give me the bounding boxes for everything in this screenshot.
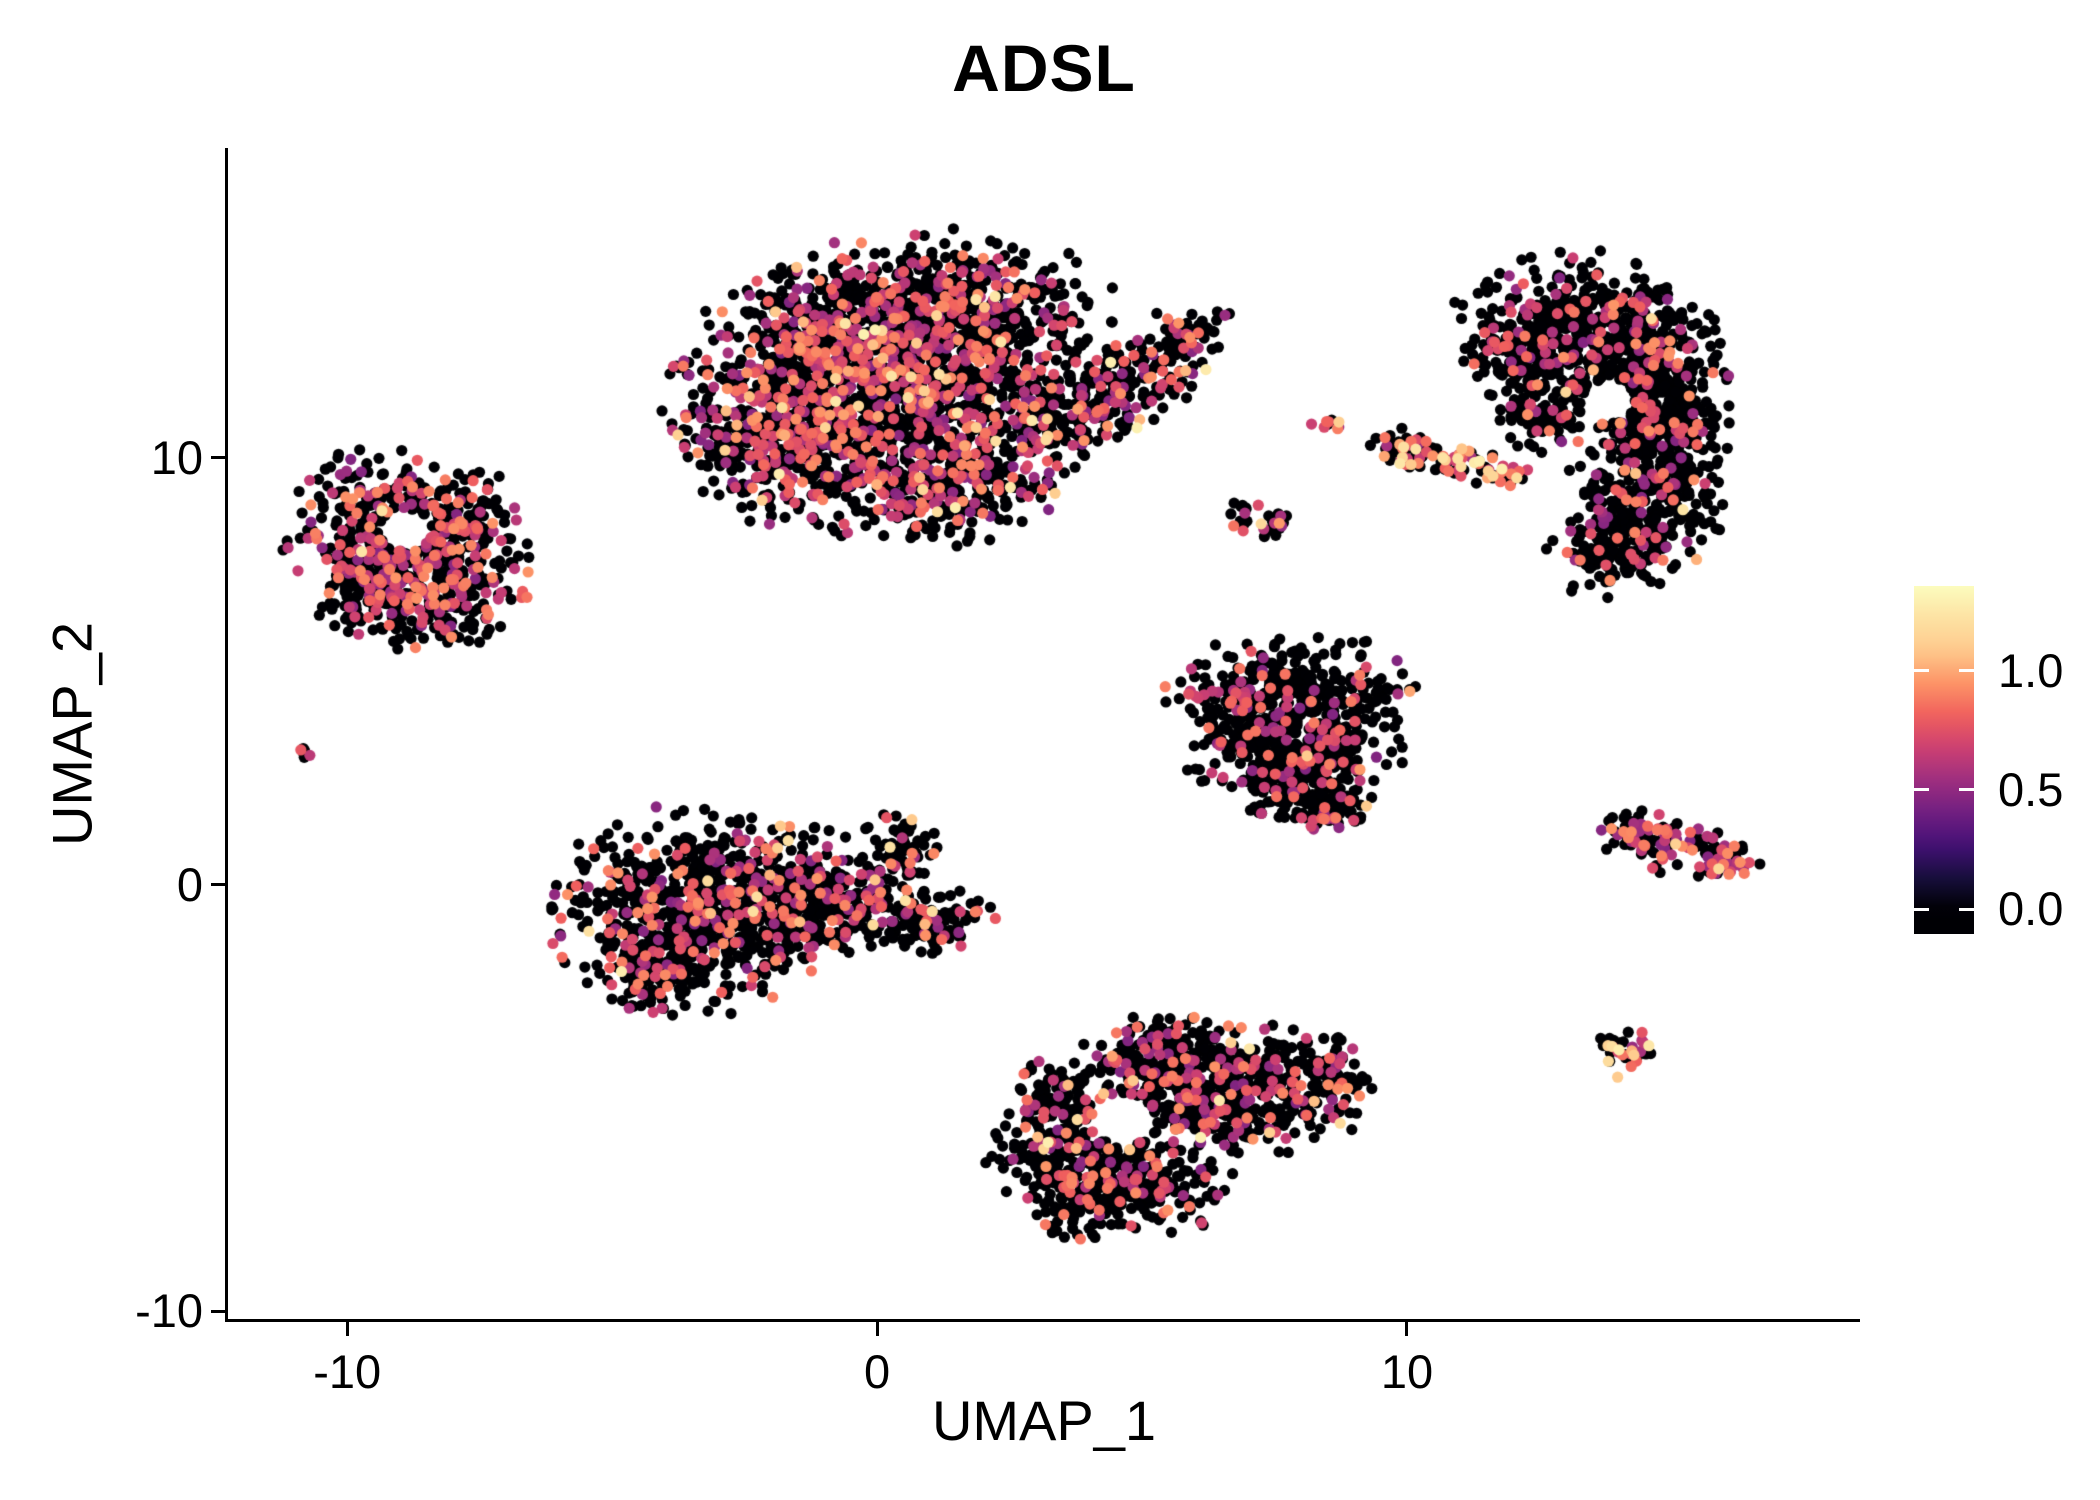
y-axis-label: UMAP_2 (40, 621, 104, 847)
x-tick-label: 0 (864, 1345, 891, 1398)
x-tick-label: -10 (313, 1345, 382, 1398)
colorbar-gradient (1914, 586, 1974, 934)
y-tick-mark (211, 456, 225, 460)
y-axis-line (225, 148, 228, 1322)
plot-title: ADSL (952, 31, 1136, 105)
colorbar-tick-label: 0.0 (1998, 882, 2064, 935)
colorbar-tick-mark (1959, 788, 1974, 792)
x-axis-label: UMAP_1 (931, 1389, 1157, 1452)
colorbar-tick-mark (1959, 669, 1974, 673)
y-tick-label: -10 (135, 1284, 203, 1338)
x-tick-mark (875, 1322, 879, 1336)
colorbar-tick-mark (1914, 788, 1929, 792)
colorbar-tick-label: 0.5 (1998, 762, 2064, 816)
x-tick-mark (345, 1322, 349, 1336)
y-tick-label: 10 (150, 430, 203, 484)
x-axis-line (225, 1319, 1860, 1322)
colorbar-tick-mark (1914, 669, 1929, 673)
y-tick-mark (211, 1309, 225, 1313)
y-tick-mark (211, 883, 225, 886)
x-tick-label: 10 (1380, 1345, 1434, 1398)
x-tick-mark (1405, 1322, 1409, 1336)
colorbar-tick-mark (1959, 907, 1974, 911)
y-tick-label: 0 (176, 857, 203, 911)
colorbar-tick-label: 1.0 (1998, 643, 2064, 697)
colorbar-tick-mark (1914, 907, 1929, 911)
plot-panel (228, 148, 1860, 1320)
scatter-canvas (228, 148, 1860, 1320)
